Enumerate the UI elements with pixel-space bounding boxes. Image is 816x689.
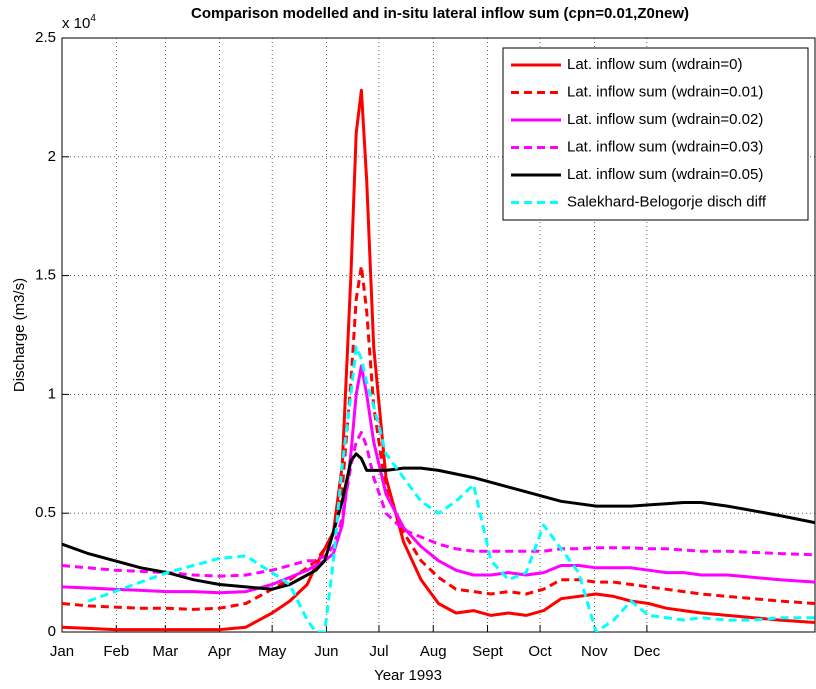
series-line (62, 452, 815, 591)
x-tick-label: Sept (472, 643, 504, 660)
legend-label: Lat. inflow sum (wdrain=0.05) (567, 166, 763, 183)
y-tick-label: 1.5 (35, 267, 56, 284)
y-tick-label: 0 (48, 623, 56, 640)
series-line (87, 345, 815, 632)
chart-title: Comparison modelled and in-situ lateral … (191, 5, 689, 22)
y-tick-label: 2.5 (35, 29, 56, 46)
multiplier-base: x 10 (62, 15, 90, 32)
axis-multiplier: x 104 (62, 13, 96, 32)
series-group (62, 88, 815, 632)
x-tick-label: Jul (369, 643, 388, 660)
multiplier-exponent: 4 (90, 13, 96, 24)
y-axis-label: Discharge (m3/s) (11, 278, 28, 392)
x-tick-label: Nov (581, 643, 608, 660)
series-line (62, 264, 815, 611)
plot-area: 0 0.5 1 1.5 2 2.5 Jan Feb Mar Apr May Jun Jul Aug Sept… (35, 29, 816, 660)
legend-label: Lat. inflow sum (wdrain=0.01) (567, 83, 763, 100)
y-tick-label: 2 (48, 148, 56, 165)
series-line (62, 430, 815, 578)
y-tick-label: 0.5 (35, 504, 56, 521)
series-line (62, 364, 815, 595)
x-tick-label: Feb (103, 643, 129, 660)
y-tick-label: 1 (48, 385, 56, 402)
x-tick-label: Aug (420, 643, 447, 660)
x-tick-label: Mar (152, 643, 178, 660)
series-line (62, 88, 815, 632)
legend-label: Lat. inflow sum (wdrain=0) (567, 56, 743, 73)
plot-frame (61, 37, 816, 633)
legend: Lat. inflow sum (wdrain=0) Lat. inflow su… (502, 47, 809, 221)
x-tick-label: Jun (314, 643, 338, 660)
x-tick-label: Dec (634, 643, 661, 660)
x-tick-label: Jan (50, 643, 74, 660)
x-axis-label: Year 1993 (374, 667, 442, 684)
legend-box (502, 47, 809, 221)
legend-label: Salekhard-Belogorje disch diff (567, 193, 767, 210)
legend-label: Lat. inflow sum (wdrain=0.03) (567, 138, 763, 155)
x-tick-label: Oct (528, 643, 552, 660)
x-tick-label: May (258, 643, 287, 660)
legend-label: Lat. inflow sum (wdrain=0.02) (567, 111, 763, 128)
x-tick-label: Apr (208, 643, 231, 660)
